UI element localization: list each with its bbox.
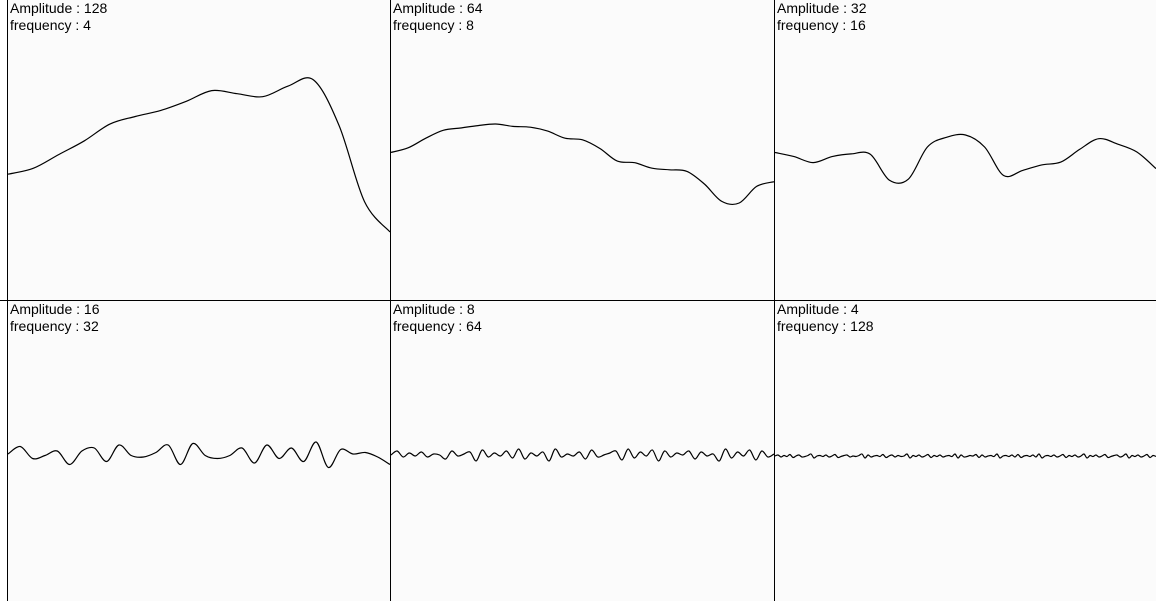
panel-3-frequency-label: frequency : 16 <box>777 17 866 33</box>
panel-1-plot <box>8 77 390 233</box>
panel-3-noise-curve <box>775 133 1156 184</box>
panel-5-frequency-label: frequency : 64 <box>393 318 482 334</box>
octave-panel-6: Amplitude : 4 frequency : 128 <box>775 301 1156 601</box>
panel-5-plot <box>391 448 774 462</box>
panel-5-amplitude-label: Amplitude : 8 <box>393 301 475 317</box>
panel-4-amplitude-label: Amplitude : 16 <box>10 301 100 317</box>
octave-panel-1: Amplitude : 128 frequency : 4 <box>8 0 390 300</box>
octave-panel-5: Amplitude : 8 frequency : 64 <box>391 301 774 601</box>
panel-2-amplitude-label: Amplitude : 64 <box>393 0 483 16</box>
panel-4-plot <box>8 441 390 469</box>
panel-6-plot <box>775 453 1156 459</box>
panel-4-frequency-label: frequency : 32 <box>10 318 99 334</box>
panel-3-amplitude-label: Amplitude : 32 <box>777 0 867 16</box>
panel-1-amplitude-label: Amplitude : 128 <box>10 0 108 16</box>
panel-5-noise-curve <box>391 448 774 462</box>
panel-2-noise-curve <box>391 123 774 206</box>
panel-2-frequency-label: frequency : 8 <box>393 17 474 33</box>
panel-1-frequency-label: frequency : 4 <box>10 17 91 33</box>
panel-4-noise-curve <box>8 441 390 469</box>
octave-panel-4: Amplitude : 16 frequency : 32 <box>8 301 390 601</box>
panel-3-plot <box>775 133 1156 184</box>
panel-6-amplitude-label: Amplitude : 4 <box>777 301 859 317</box>
panel-6-frequency-label: frequency : 128 <box>777 318 874 334</box>
panel-6-noise-curve <box>775 453 1156 459</box>
panel-1-noise-curve <box>8 77 390 233</box>
panel-2-plot <box>391 123 774 206</box>
octave-panel-3: Amplitude : 32 frequency : 16 <box>775 0 1156 300</box>
row-divider <box>0 300 1156 301</box>
octave-panel-2: Amplitude : 64 frequency : 8 <box>391 0 774 300</box>
